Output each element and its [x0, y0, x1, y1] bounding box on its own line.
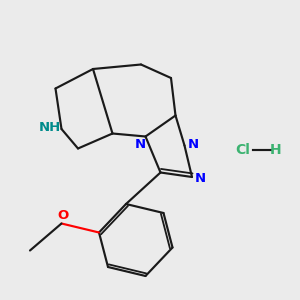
Text: N: N [187, 137, 199, 151]
Text: Cl: Cl [236, 143, 250, 157]
Text: H: H [270, 143, 282, 157]
Text: N: N [195, 172, 206, 185]
Text: NH: NH [39, 121, 61, 134]
Text: N: N [134, 138, 146, 152]
Text: O: O [57, 208, 69, 222]
